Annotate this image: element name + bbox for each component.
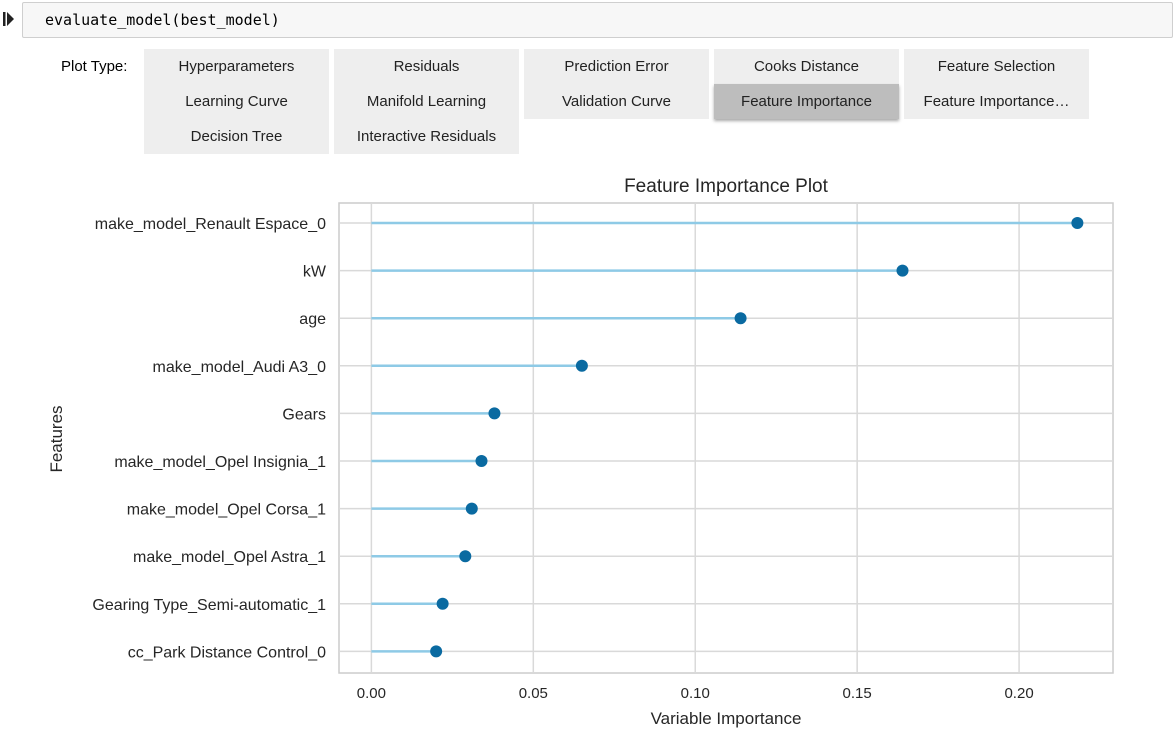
plot-type-button-feature-importance[interactable]: Feature Importance [714,84,899,119]
plot-type-button-learning-curve[interactable]: Learning Curve [144,84,329,119]
y-tick-label: make_model_Opel Insignia_1 [114,454,326,471]
x-tick-label: 0.15 [843,685,872,702]
code-cell[interactable]: evaluate_model(best_model) [22,2,1173,38]
lollipop-dot [465,502,478,515]
lollipop-dot [436,597,449,610]
y-tick-label: make_model_Audi A3_0 [153,359,327,376]
plot-area [338,202,1114,674]
vertical-gridlines [370,203,1020,673]
plot-type-button-manifold-learning[interactable]: Manifold Learning [334,84,519,119]
plot-type-button-validation-curve[interactable]: Validation Curve [524,84,709,119]
plot-type-button-prediction-error[interactable]: Prediction Error [524,49,709,84]
plot-type-button-feature-importance[interactable]: Feature Importance… [904,84,1089,119]
plot-type-button-feature-selection[interactable]: Feature Selection [904,49,1089,84]
lollipop-dots [430,217,1084,658]
run-cell-icon[interactable] [3,11,15,27]
code-text[interactable]: evaluate_model(best_model) [45,11,280,29]
x-tick-labels: 0.00 0.05 0.10 0.15 0.20 [357,685,1034,702]
plot-type-button-interactive-residuals[interactable]: Interactive Residuals [334,119,519,154]
x-tick-label: 0.05 [519,685,548,702]
y-tick-label: Gears [282,406,326,423]
feature-importance-chart: Feature Importance Plot make_model_Renau… [47,176,1114,728]
y-tick-labels: make_model_Renault Espace_0 kW age make_mod… [92,216,327,661]
x-tick-label: 0.10 [681,685,710,702]
lollipop-dot [488,407,501,420]
y-tick-label: cc_Park Distance Control_0 [128,644,326,661]
y-tick-label: kW [303,264,327,281]
plot-type-button-cooks-distance[interactable]: Cooks Distance [714,49,899,84]
lollipop-dot [1071,217,1084,229]
lollipop-dot [896,264,909,277]
lollipop-dot [734,312,747,325]
x-tick-label: 0.00 [357,685,386,702]
x-axis-label: Variable Importance [651,709,802,728]
chart-title: Feature Importance Plot [624,176,829,197]
y-tick-label: Gearing Type_Semi-automatic_1 [92,597,326,614]
plot-type-button-decision-tree[interactable]: Decision Tree [144,119,329,154]
y-tick-label: age [299,311,326,328]
y-tick-label: make_model_Opel Corsa_1 [127,502,326,519]
plot-type-label: Plot Type: [61,58,128,75]
plot-type-button-residuals[interactable]: Residuals [334,49,519,84]
plot-type-button-hyperparameters[interactable]: Hyperparameters [144,49,329,84]
lollipop-stems [371,221,1078,653]
lollipop-dot [475,455,488,467]
x-tick-label: 0.20 [1004,685,1033,702]
y-tick-label: make_model_Opel Astra_1 [133,549,326,566]
y-axis-label: Features [47,405,66,472]
y-tick-label: make_model_Renault Espace_0 [95,216,326,233]
lollipop-dot [575,359,588,372]
lollipop-dot [459,550,472,563]
lollipop-dot [430,645,443,658]
